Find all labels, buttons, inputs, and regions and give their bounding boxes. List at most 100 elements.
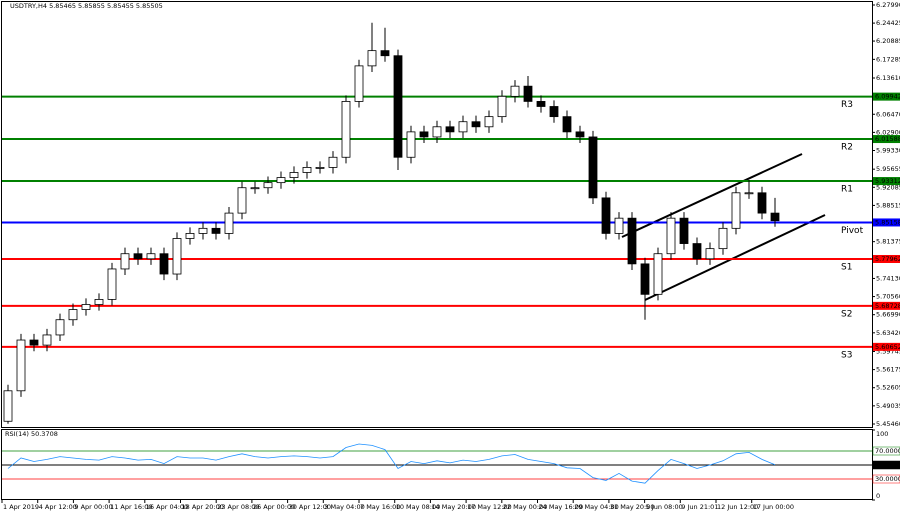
level-name: S2: [841, 309, 852, 319]
level-name: Pivot: [841, 226, 864, 236]
level-label: 5.85158: [875, 218, 900, 226]
candle-body: [250, 187, 260, 190]
level-label-box: [872, 446, 900, 456]
x-tick-label: 17 Jun 00:00: [753, 503, 794, 511]
candle-body: [692, 243, 702, 260]
level-label-box: [873, 301, 900, 310]
x-tick-label: 12 Jun 12:00: [717, 503, 758, 511]
y-tick-label: 6.02900: [876, 128, 900, 136]
candle-body: [276, 177, 286, 184]
candle-body: [172, 238, 182, 275]
candle-body: [562, 116, 572, 133]
level-name: R1: [841, 185, 853, 195]
candle-body: [341, 101, 351, 158]
level-label: 6.01588: [875, 135, 900, 143]
candle-body: [679, 217, 689, 244]
rsi-line: [7, 443, 776, 484]
candle-body: [29, 339, 39, 346]
x-tick-label: 31 May 20:00: [610, 503, 655, 511]
candle-body: [770, 212, 780, 222]
candle-body: [757, 192, 767, 214]
x-tick-label: 7 May 16:00: [360, 503, 400, 511]
y-tick-label: 5.66990: [876, 311, 900, 319]
x-tick-label: 16 Apr 04:00: [146, 503, 188, 511]
candle-body: [705, 248, 715, 260]
channel-lower: [644, 214, 826, 301]
level-label: 70.0000: [875, 447, 900, 455]
x-tick-label: 29 May 04:00: [574, 503, 619, 511]
y-tick-label: 6.27990: [876, 1, 900, 9]
candle-body: [588, 136, 598, 199]
y-tick-label: 5.63420: [876, 329, 900, 337]
x-tick-label: 5 Jun 08:00: [646, 503, 683, 511]
y-tick-label: 5.74130: [876, 274, 900, 282]
candle-body: [198, 227, 208, 234]
price-panel: [1, 1, 873, 428]
candle-body: [94, 299, 104, 305]
y-tick-label: 100: [876, 430, 888, 438]
candle-body: [445, 126, 455, 133]
candle-body: [458, 121, 468, 133]
candle-body: [263, 182, 273, 189]
x-tick-label: 22 May 00:00: [503, 503, 548, 511]
level-name: S3: [841, 350, 852, 360]
y-tick-label: 6.13610: [876, 74, 900, 82]
y-tick-label: 5.99330: [876, 147, 900, 155]
candle-body: [510, 85, 520, 97]
candle-body: [718, 227, 728, 250]
candle-body: [16, 339, 26, 392]
candle-body: [42, 334, 52, 346]
level-name: R3: [841, 100, 853, 110]
candle-body: [640, 263, 650, 295]
chart-title: USDTRY,H4 5.85465 5.85855 5.85455 5.8550…: [10, 2, 163, 10]
candle-body: [146, 253, 156, 260]
y-tick-label: 5.45460: [876, 420, 900, 428]
x-tick-label: 17 May 12:00: [467, 503, 512, 511]
y-tick-label: 6.20885: [876, 37, 900, 45]
level-label: 50.0000: [875, 461, 900, 469]
y-tick-label: 6.17285: [876, 55, 900, 63]
candle-body: [211, 227, 221, 234]
candle-body: [237, 187, 247, 214]
candle-body: [185, 233, 195, 239]
candle-body: [575, 131, 585, 138]
x-tick-label: 11 Apr 16:00: [110, 503, 152, 511]
rsi-title: RSI(14) 50.3708: [5, 430, 58, 438]
candle-body: [614, 217, 624, 234]
level-label-box: [872, 474, 900, 484]
candle-body: [549, 106, 559, 118]
candle-body: [133, 253, 143, 260]
x-tick-label: 4 Apr 12:00: [39, 503, 77, 511]
candle-body: [536, 101, 546, 107]
candle-body: [432, 126, 442, 138]
level-label: 5.68728: [875, 302, 900, 310]
level-label: 30.0000: [875, 475, 900, 483]
candle-body: [302, 167, 312, 173]
level-label-box: [873, 342, 900, 351]
y-tick-label: 6.06470: [876, 110, 900, 118]
level-name: S1: [841, 262, 852, 272]
candle-body: [55, 319, 65, 336]
level-label-box: [873, 135, 900, 144]
x-tick-label: 24 May 16:00: [539, 503, 584, 511]
x-tick-label: 26 Apr 00:00: [253, 503, 295, 511]
candle-body: [731, 192, 741, 229]
candle-body: [354, 65, 364, 102]
candle-body: [159, 253, 169, 275]
x-tick-label: 10 May 08:00: [396, 503, 441, 511]
candle-body: [497, 95, 507, 118]
candle-body: [523, 85, 533, 102]
level-label-box: [873, 218, 900, 227]
candle-body: [744, 192, 754, 195]
candle-body: [81, 304, 91, 310]
level-label: 5.93312: [875, 177, 900, 185]
candle-body: [367, 50, 377, 67]
